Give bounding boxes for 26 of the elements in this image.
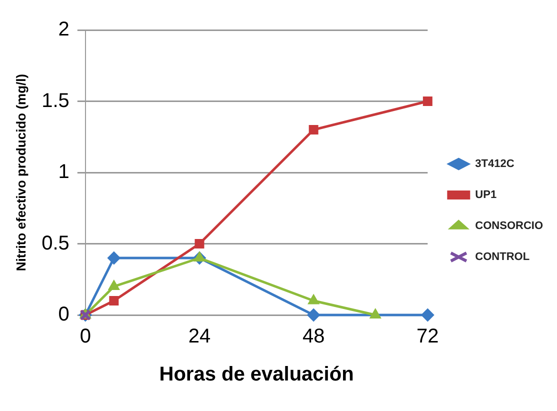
x-tick-label: 48 (302, 326, 325, 348)
y-tick-label: 0.5 (42, 232, 70, 254)
x-axis-title: Horas de evaluación (159, 364, 354, 386)
x-tick-label: 24 (188, 326, 211, 348)
point (307, 308, 320, 322)
y-tick-label: 1.5 (42, 90, 70, 112)
x-tick-label: 72 (416, 326, 439, 348)
point (108, 280, 120, 290)
y-tick-label: 2 (58, 18, 70, 41)
point (107, 252, 120, 264)
x-tick-label: 0 (80, 326, 91, 348)
legend-label: CONTROL (475, 251, 530, 264)
point (194, 252, 206, 262)
point (370, 308, 382, 318)
point (109, 296, 119, 306)
point (308, 125, 318, 134)
point (308, 294, 320, 304)
legend-label: CONSORCIO (475, 220, 544, 232)
point (194, 239, 204, 248)
point (422, 96, 432, 106)
legend-label: 3T412C (475, 158, 514, 170)
y-axis-title: Nitrito efectivo producido (mg/l) (13, 74, 28, 272)
legend-label: UP1 (475, 189, 497, 202)
point (421, 308, 434, 322)
y-tick-label: 0 (58, 304, 70, 326)
y-tick-label: 1 (58, 161, 70, 184)
